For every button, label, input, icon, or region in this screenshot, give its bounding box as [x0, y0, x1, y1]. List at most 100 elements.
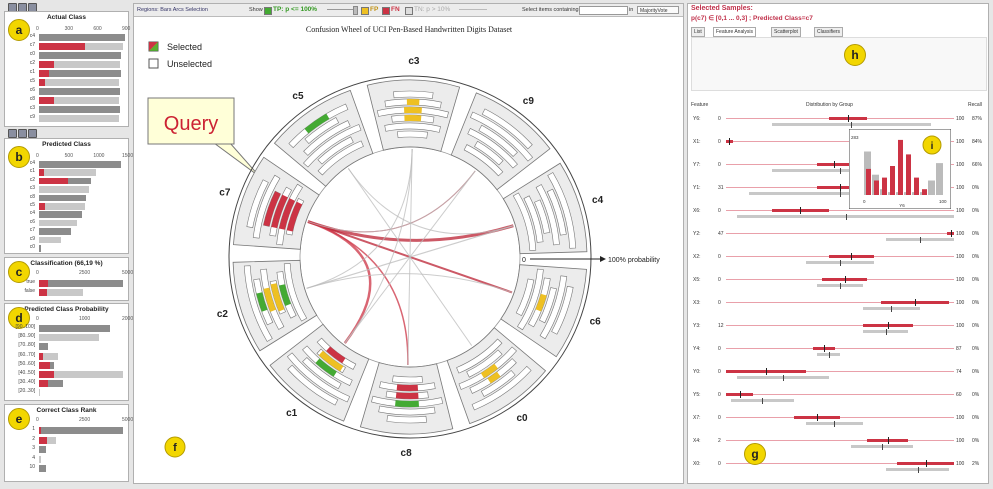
rank-bar[interactable]: [39, 465, 47, 472]
feature-red-iqr[interactable]: [812, 347, 836, 350]
probability-bar[interactable]: [39, 380, 63, 388]
rank-bar[interactable]: [39, 427, 124, 434]
probability-bar-selected[interactable]: [39, 352, 44, 360]
filter-icon[interactable]: [18, 129, 27, 138]
rank-bar[interactable]: [39, 436, 57, 444]
feature-max: 100: [956, 438, 965, 444]
feature-gray-iqr[interactable]: [851, 445, 913, 448]
confusion-wheel-svg: Confusion Wheel of UCI Pen-Based Handwri…: [147, 25, 660, 459]
actual-bar[interactable]: [39, 70, 122, 77]
rank-bar[interactable]: [39, 446, 47, 453]
tab-list[interactable]: List: [691, 27, 705, 37]
tp-checkbox[interactable]: [264, 7, 272, 15]
predicted-bar-selected[interactable]: [39, 203, 45, 210]
actual-row-label: c1: [29, 69, 35, 75]
predicted-bar-selected[interactable]: [39, 177, 68, 185]
tab-feature-analysis[interactable]: Feature Analysis: [713, 27, 756, 37]
actual-bar[interactable]: [39, 106, 121, 113]
feature-gray-iqr[interactable]: [730, 399, 795, 402]
feature-gray-iqr[interactable]: [737, 376, 829, 379]
classification-bar[interactable]: [39, 280, 124, 287]
left-toolbar: [4, 3, 129, 12]
feature-gray-iqr[interactable]: [748, 192, 932, 195]
probability-row-label: [60..70[: [18, 351, 35, 358]
probability-bar[interactable]: [39, 343, 48, 351]
actual-bar[interactable]: [39, 52, 122, 59]
tn-checkbox[interactable]: [405, 7, 413, 15]
feature-recall: 0%: [972, 415, 980, 421]
feature-red-iqr[interactable]: [817, 186, 863, 189]
settings-icon[interactable]: [28, 129, 37, 138]
rank-bar[interactable]: [39, 455, 42, 463]
predicted-bar[interactable]: [39, 228, 72, 235]
feature-min: 0: [718, 300, 721, 306]
predicted-bar[interactable]: [39, 219, 77, 227]
rank-bar-selected[interactable]: [39, 436, 47, 444]
fn-checkbox[interactable]: [382, 7, 390, 15]
class-label-c7: c7: [219, 188, 231, 199]
query-callout: [147, 97, 235, 145]
regions-label[interactable]: Regions: Bars Arcs Selection: [137, 7, 208, 13]
predicted-bar[interactable]: [39, 245, 41, 252]
feature-gray-iqr[interactable]: [817, 353, 840, 356]
class-bar-highlight: [404, 107, 422, 114]
actual-bar-selected[interactable]: [39, 97, 55, 104]
tp-slider-handle[interactable]: [353, 6, 358, 15]
probability-bar-selected[interactable]: [39, 371, 55, 378]
tn-slider[interactable]: [459, 9, 487, 10]
feature-gray-iqr[interactable]: [885, 468, 950, 471]
probability-bar[interactable]: [39, 325, 110, 332]
class-bar-c9: [463, 144, 504, 177]
actual-bar[interactable]: [39, 88, 121, 95]
probability-bar-selected[interactable]: [39, 380, 48, 388]
classification-bar-selected[interactable]: [39, 280, 49, 287]
class-label-c9: c9: [523, 96, 535, 107]
predicted-bar[interactable]: [39, 203, 85, 210]
actual-bar[interactable]: [39, 97, 120, 104]
probability-bar-selected[interactable]: [39, 361, 50, 369]
predicted-bar[interactable]: [39, 236, 61, 244]
class-bar-c0: [466, 349, 503, 378]
tp-slider[interactable]: [327, 9, 355, 10]
actual-bar[interactable]: [39, 115, 120, 122]
predicted-bar[interactable]: [39, 169, 97, 176]
class-bar-c3: [384, 122, 441, 133]
fp-checkbox[interactable]: [361, 7, 369, 15]
predicted-bar[interactable]: [39, 161, 121, 168]
feature-red-iqr[interactable]: [817, 163, 852, 166]
feature-red-iqr[interactable]: [881, 301, 950, 304]
predicted-bar[interactable]: [39, 211, 82, 218]
predicted-bar[interactable]: [39, 194, 86, 202]
classification-bar-selected[interactable]: [39, 289, 47, 296]
rank-bar-selected[interactable]: [39, 427, 42, 434]
layout-icon[interactable]: [8, 129, 17, 138]
actual-bar[interactable]: [39, 79, 120, 86]
probability-bar[interactable]: [39, 334, 100, 342]
actual-bar-selected[interactable]: [39, 43, 85, 50]
select-items-input[interactable]: [579, 6, 628, 15]
feature-gray-median: [840, 168, 841, 174]
actual-bar-selected[interactable]: [39, 70, 49, 77]
classification-bar[interactable]: [39, 289, 83, 296]
predicted-bar[interactable]: [39, 186, 89, 193]
feature-gray-median: [834, 421, 836, 427]
probability-bar[interactable]: [39, 389, 41, 397]
class-bar-c3: [397, 130, 428, 139]
actual-bar-selected[interactable]: [39, 79, 45, 86]
hist-bar-gray: [928, 180, 935, 195]
feature-gray-iqr[interactable]: [805, 261, 875, 264]
in-select[interactable]: MajorityVote: [637, 6, 679, 14]
feature-gray-iqr[interactable]: [771, 169, 909, 172]
feature-red-iqr[interactable]: [947, 232, 954, 235]
feature-gray-iqr[interactable]: [885, 238, 954, 241]
feature-gray-iqr[interactable]: [817, 284, 863, 287]
tab-scatterplot[interactable]: Scatterplot: [771, 27, 801, 37]
actual-bar[interactable]: [39, 34, 125, 41]
tab-classifiers[interactable]: Classifiers: [814, 27, 844, 37]
actual-bar-selected[interactable]: [39, 61, 55, 68]
probability-bar[interactable]: [39, 352, 59, 360]
actual-bar[interactable]: [39, 61, 121, 68]
predicted-bar-selected[interactable]: [39, 169, 45, 176]
hist-bar-red: [866, 168, 871, 195]
probability-bar[interactable]: [39, 371, 123, 378]
